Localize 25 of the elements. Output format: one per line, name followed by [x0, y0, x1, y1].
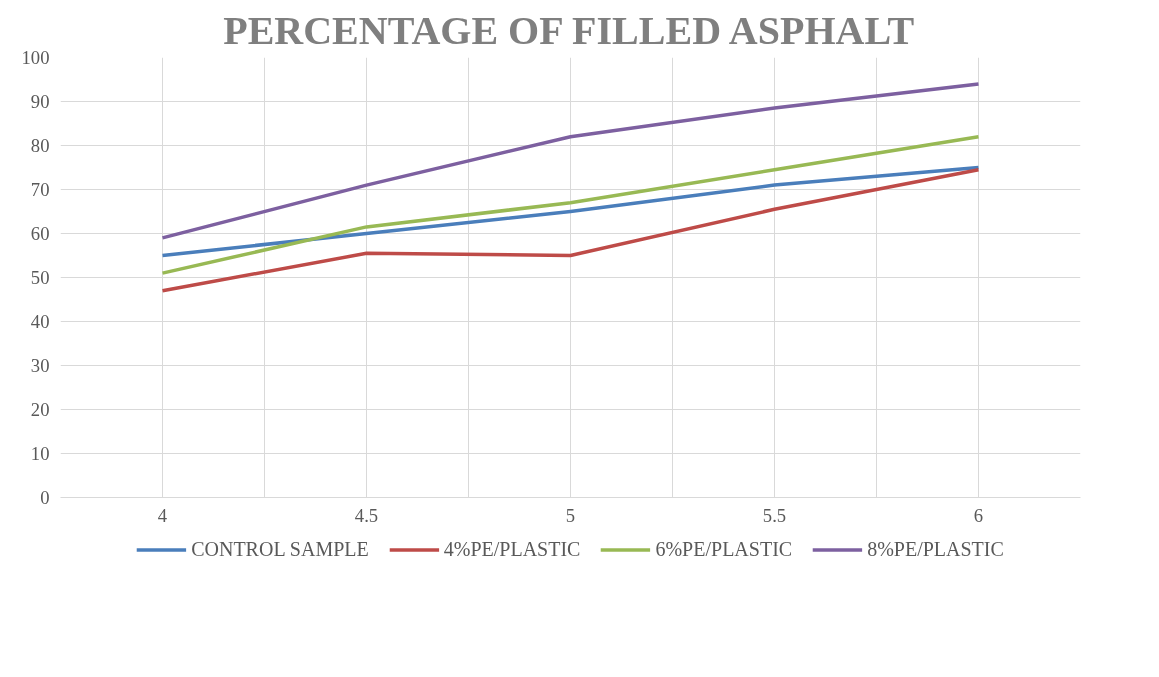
x-tick-label: 5: [565, 504, 576, 526]
y-tick-label: 50: [30, 267, 50, 288]
x-tick-label: 4.5: [354, 504, 379, 526]
line-series: [160, 134, 981, 275]
y-tick-label: 30: [30, 355, 50, 376]
y-tick-label: 80: [30, 135, 50, 156]
x-tick-label: 6: [973, 504, 984, 526]
y-tick-label: 10: [30, 443, 50, 464]
y-tick-label: 90: [30, 91, 50, 112]
legend-label: 8%PE/PLASTIC: [867, 537, 1004, 561]
line-series: [160, 165, 981, 258]
y-tick-label: 20: [30, 399, 50, 420]
y-tick-label: 0: [40, 487, 50, 508]
y-tick-label: 40: [30, 311, 50, 332]
y-tick-label: 70: [30, 179, 50, 200]
legend-label: CONTROL SAMPLE: [191, 537, 369, 561]
line-series: [160, 167, 981, 293]
y-tick-label: 60: [30, 223, 50, 244]
x-tick-label: 4: [157, 504, 168, 526]
chart-title: PERCENTAGE OF FILLED ASPHALT: [223, 7, 915, 53]
x-tick-label: 5.5: [762, 504, 787, 526]
line-series: [160, 82, 981, 240]
y-tick-label: 100: [21, 47, 50, 68]
legend-label: 4%PE/PLASTIC: [443, 537, 581, 561]
legend-label: 6%PE/PLASTIC: [655, 537, 793, 561]
